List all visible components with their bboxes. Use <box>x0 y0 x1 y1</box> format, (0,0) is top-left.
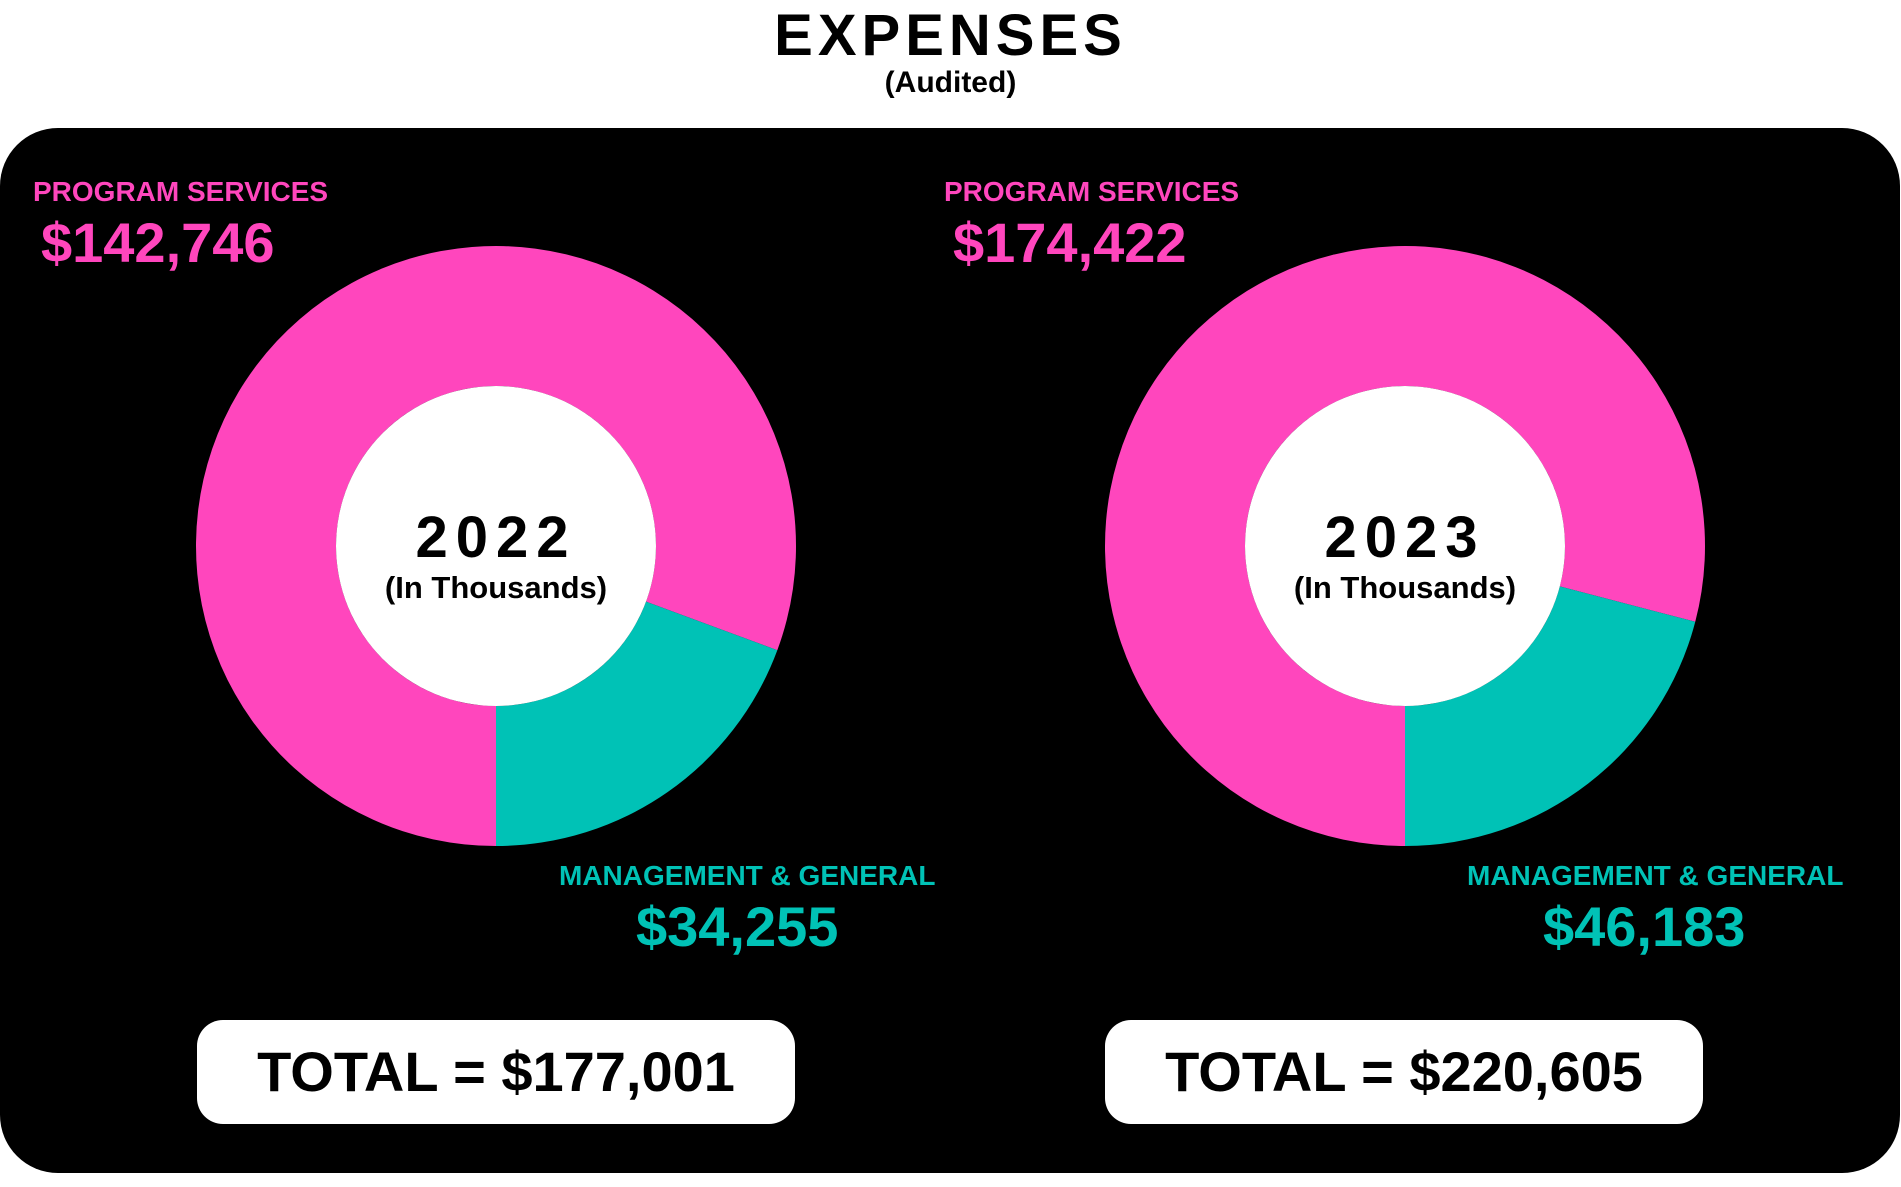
total-badge-2022: TOTAL = $177,001 <box>197 1020 795 1124</box>
center-label-2023: 2023 (In Thousands) <box>1255 506 1555 606</box>
unit-label-2022: (In Thousands) <box>384 570 608 605</box>
donut-hole-2022 <box>336 386 656 706</box>
program-services-value-2022: $142,746 <box>41 211 275 274</box>
management-general-label-2023: MANAGEMENT & GENERAL <box>1467 860 1844 891</box>
program-services-value-2023: $174,422 <box>953 211 1187 274</box>
chart-title: EXPENSES <box>774 3 1127 68</box>
program-services-slice-2022 <box>196 246 797 846</box>
unit-label-2023: (In Thousands) <box>1293 570 1517 605</box>
program-services-label-2023: PROGRAM SERVICES <box>944 176 1240 207</box>
donut-hole-2023 <box>1245 386 1565 706</box>
program-services-label-2022: PROGRAM SERVICES <box>33 176 329 207</box>
total-badge-2023: TOTAL = $220,605 <box>1105 1020 1703 1124</box>
management-general-slice-2022 <box>496 601 778 846</box>
donut-chart-2022 <box>196 246 797 846</box>
management-general-slice-2023 <box>1405 586 1696 846</box>
management-general-label-2022: MANAGEMENT & GENERAL <box>559 860 936 891</box>
program-services-slice-2023 <box>1105 245 1705 846</box>
chart-subtitle: (Audited) <box>884 66 1017 99</box>
management-general-value-2022: $34,255 <box>636 895 839 958</box>
year-label-2023: 2023 <box>1324 505 1486 570</box>
donut-chart-2023 <box>1105 245 1705 846</box>
management-general-value-2023: $46,183 <box>1543 895 1746 958</box>
center-label-2022: 2022 (In Thousands) <box>346 506 646 606</box>
year-label-2022: 2022 <box>415 505 577 570</box>
